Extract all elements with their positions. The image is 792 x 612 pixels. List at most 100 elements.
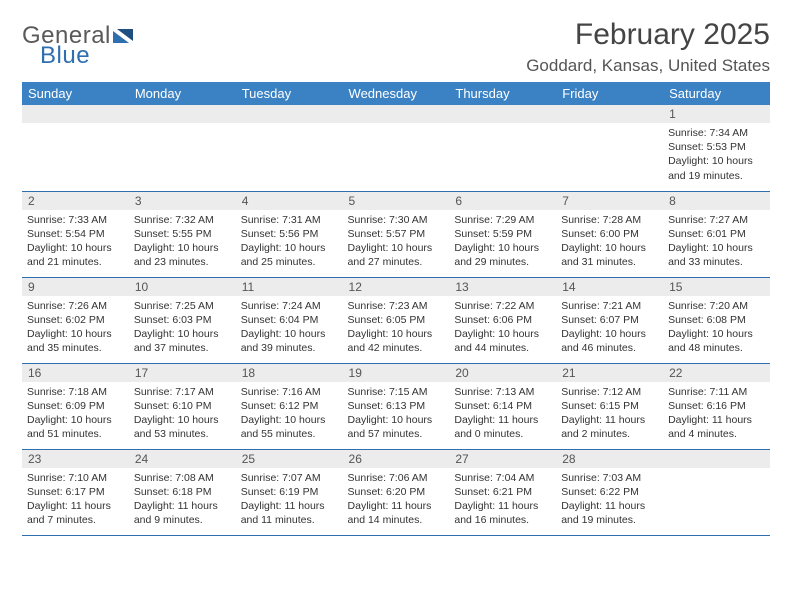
day-details: Sunrise: 7:07 AMSunset: 6:19 PMDaylight:… <box>236 468 343 532</box>
day-details: Sunrise: 7:03 AMSunset: 6:22 PMDaylight:… <box>556 468 663 532</box>
day-details: Sunrise: 7:11 AMSunset: 6:16 PMDaylight:… <box>663 382 770 446</box>
day-details: Sunrise: 7:28 AMSunset: 6:00 PMDaylight:… <box>556 210 663 274</box>
calendar-cell: 7Sunrise: 7:28 AMSunset: 6:00 PMDaylight… <box>556 191 663 277</box>
day-details <box>22 123 129 130</box>
day-details: Sunrise: 7:29 AMSunset: 5:59 PMDaylight:… <box>449 210 556 274</box>
location-subtitle: Goddard, Kansas, United States <box>526 56 770 76</box>
month-title: February 2025 <box>526 18 770 52</box>
calendar-cell: 6Sunrise: 7:29 AMSunset: 5:59 PMDaylight… <box>449 191 556 277</box>
calendar-cell <box>556 105 663 191</box>
calendar-cell: 17Sunrise: 7:17 AMSunset: 6:10 PMDayligh… <box>129 363 236 449</box>
day-details: Sunrise: 7:34 AMSunset: 5:53 PMDaylight:… <box>663 123 770 187</box>
calendar-cell: 3Sunrise: 7:32 AMSunset: 5:55 PMDaylight… <box>129 191 236 277</box>
day-details: Sunrise: 7:26 AMSunset: 6:02 PMDaylight:… <box>22 296 129 360</box>
day-details <box>556 123 663 130</box>
day-number: 6 <box>449 192 556 210</box>
calendar-cell: 19Sunrise: 7:15 AMSunset: 6:13 PMDayligh… <box>343 363 450 449</box>
calendar-page: General Blue February 2025 Goddard, Kans… <box>0 0 792 546</box>
calendar-cell: 23Sunrise: 7:10 AMSunset: 6:17 PMDayligh… <box>22 449 129 535</box>
day-header: Monday <box>129 82 236 105</box>
day-number: 23 <box>22 450 129 468</box>
calendar-cell: 1Sunrise: 7:34 AMSunset: 5:53 PMDaylight… <box>663 105 770 191</box>
calendar-cell <box>236 105 343 191</box>
calendar-cell: 22Sunrise: 7:11 AMSunset: 6:16 PMDayligh… <box>663 363 770 449</box>
calendar-cell <box>343 105 450 191</box>
calendar-cell: 2Sunrise: 7:33 AMSunset: 5:54 PMDaylight… <box>22 191 129 277</box>
day-number <box>22 105 129 123</box>
day-details: Sunrise: 7:30 AMSunset: 5:57 PMDaylight:… <box>343 210 450 274</box>
brand-logo: General Blue <box>22 18 135 68</box>
day-details: Sunrise: 7:27 AMSunset: 6:01 PMDaylight:… <box>663 210 770 274</box>
day-header: Friday <box>556 82 663 105</box>
day-number <box>663 450 770 468</box>
day-header: Sunday <box>22 82 129 105</box>
day-details: Sunrise: 7:16 AMSunset: 6:12 PMDaylight:… <box>236 382 343 446</box>
title-block: February 2025 Goddard, Kansas, United St… <box>526 18 770 76</box>
calendar-cell: 5Sunrise: 7:30 AMSunset: 5:57 PMDaylight… <box>343 191 450 277</box>
day-details <box>236 123 343 130</box>
day-details <box>343 123 450 130</box>
day-header: Thursday <box>449 82 556 105</box>
day-details: Sunrise: 7:13 AMSunset: 6:14 PMDaylight:… <box>449 382 556 446</box>
day-number: 13 <box>449 278 556 296</box>
day-details: Sunrise: 7:17 AMSunset: 6:10 PMDaylight:… <box>129 382 236 446</box>
calendar-cell: 28Sunrise: 7:03 AMSunset: 6:22 PMDayligh… <box>556 449 663 535</box>
day-number: 1 <box>663 105 770 123</box>
day-number: 2 <box>22 192 129 210</box>
day-details: Sunrise: 7:18 AMSunset: 6:09 PMDaylight:… <box>22 382 129 446</box>
day-number: 18 <box>236 364 343 382</box>
day-details: Sunrise: 7:21 AMSunset: 6:07 PMDaylight:… <box>556 296 663 360</box>
day-number: 11 <box>236 278 343 296</box>
day-number: 9 <box>22 278 129 296</box>
day-number: 22 <box>663 364 770 382</box>
calendar-cell: 24Sunrise: 7:08 AMSunset: 6:18 PMDayligh… <box>129 449 236 535</box>
day-number: 24 <box>129 450 236 468</box>
day-number <box>556 105 663 123</box>
day-number <box>129 105 236 123</box>
calendar-cell: 26Sunrise: 7:06 AMSunset: 6:20 PMDayligh… <box>343 449 450 535</box>
day-details <box>663 468 770 475</box>
day-details: Sunrise: 7:10 AMSunset: 6:17 PMDaylight:… <box>22 468 129 532</box>
calendar-cell: 13Sunrise: 7:22 AMSunset: 6:06 PMDayligh… <box>449 277 556 363</box>
calendar-cell: 9Sunrise: 7:26 AMSunset: 6:02 PMDaylight… <box>22 277 129 363</box>
calendar-cell <box>22 105 129 191</box>
day-number: 20 <box>449 364 556 382</box>
day-number: 7 <box>556 192 663 210</box>
day-details: Sunrise: 7:23 AMSunset: 6:05 PMDaylight:… <box>343 296 450 360</box>
calendar-cell <box>449 105 556 191</box>
day-details: Sunrise: 7:32 AMSunset: 5:55 PMDaylight:… <box>129 210 236 274</box>
day-details: Sunrise: 7:08 AMSunset: 6:18 PMDaylight:… <box>129 468 236 532</box>
calendar-cell: 20Sunrise: 7:13 AMSunset: 6:14 PMDayligh… <box>449 363 556 449</box>
calendar-cell: 25Sunrise: 7:07 AMSunset: 6:19 PMDayligh… <box>236 449 343 535</box>
calendar-cell: 14Sunrise: 7:21 AMSunset: 6:07 PMDayligh… <box>556 277 663 363</box>
day-details: Sunrise: 7:20 AMSunset: 6:08 PMDaylight:… <box>663 296 770 360</box>
calendar-cell: 12Sunrise: 7:23 AMSunset: 6:05 PMDayligh… <box>343 277 450 363</box>
day-details: Sunrise: 7:25 AMSunset: 6:03 PMDaylight:… <box>129 296 236 360</box>
day-details: Sunrise: 7:12 AMSunset: 6:15 PMDaylight:… <box>556 382 663 446</box>
day-details <box>449 123 556 130</box>
day-number: 25 <box>236 450 343 468</box>
calendar-table: SundayMondayTuesdayWednesdayThursdayFrid… <box>22 82 770 536</box>
day-number: 19 <box>343 364 450 382</box>
day-number <box>236 105 343 123</box>
calendar-cell: 27Sunrise: 7:04 AMSunset: 6:21 PMDayligh… <box>449 449 556 535</box>
day-number: 14 <box>556 278 663 296</box>
day-number: 5 <box>343 192 450 210</box>
calendar-head: SundayMondayTuesdayWednesdayThursdayFrid… <box>22 82 770 105</box>
day-number <box>343 105 450 123</box>
calendar-cell: 18Sunrise: 7:16 AMSunset: 6:12 PMDayligh… <box>236 363 343 449</box>
header: General Blue February 2025 Goddard, Kans… <box>22 18 770 76</box>
calendar-cell: 11Sunrise: 7:24 AMSunset: 6:04 PMDayligh… <box>236 277 343 363</box>
day-number: 3 <box>129 192 236 210</box>
day-details: Sunrise: 7:04 AMSunset: 6:21 PMDaylight:… <box>449 468 556 532</box>
day-number: 28 <box>556 450 663 468</box>
day-details: Sunrise: 7:31 AMSunset: 5:56 PMDaylight:… <box>236 210 343 274</box>
day-number: 27 <box>449 450 556 468</box>
day-number: 4 <box>236 192 343 210</box>
day-details: Sunrise: 7:15 AMSunset: 6:13 PMDaylight:… <box>343 382 450 446</box>
day-details: Sunrise: 7:22 AMSunset: 6:06 PMDaylight:… <box>449 296 556 360</box>
day-number: 12 <box>343 278 450 296</box>
calendar-cell: 8Sunrise: 7:27 AMSunset: 6:01 PMDaylight… <box>663 191 770 277</box>
day-header: Wednesday <box>343 82 450 105</box>
day-number <box>449 105 556 123</box>
